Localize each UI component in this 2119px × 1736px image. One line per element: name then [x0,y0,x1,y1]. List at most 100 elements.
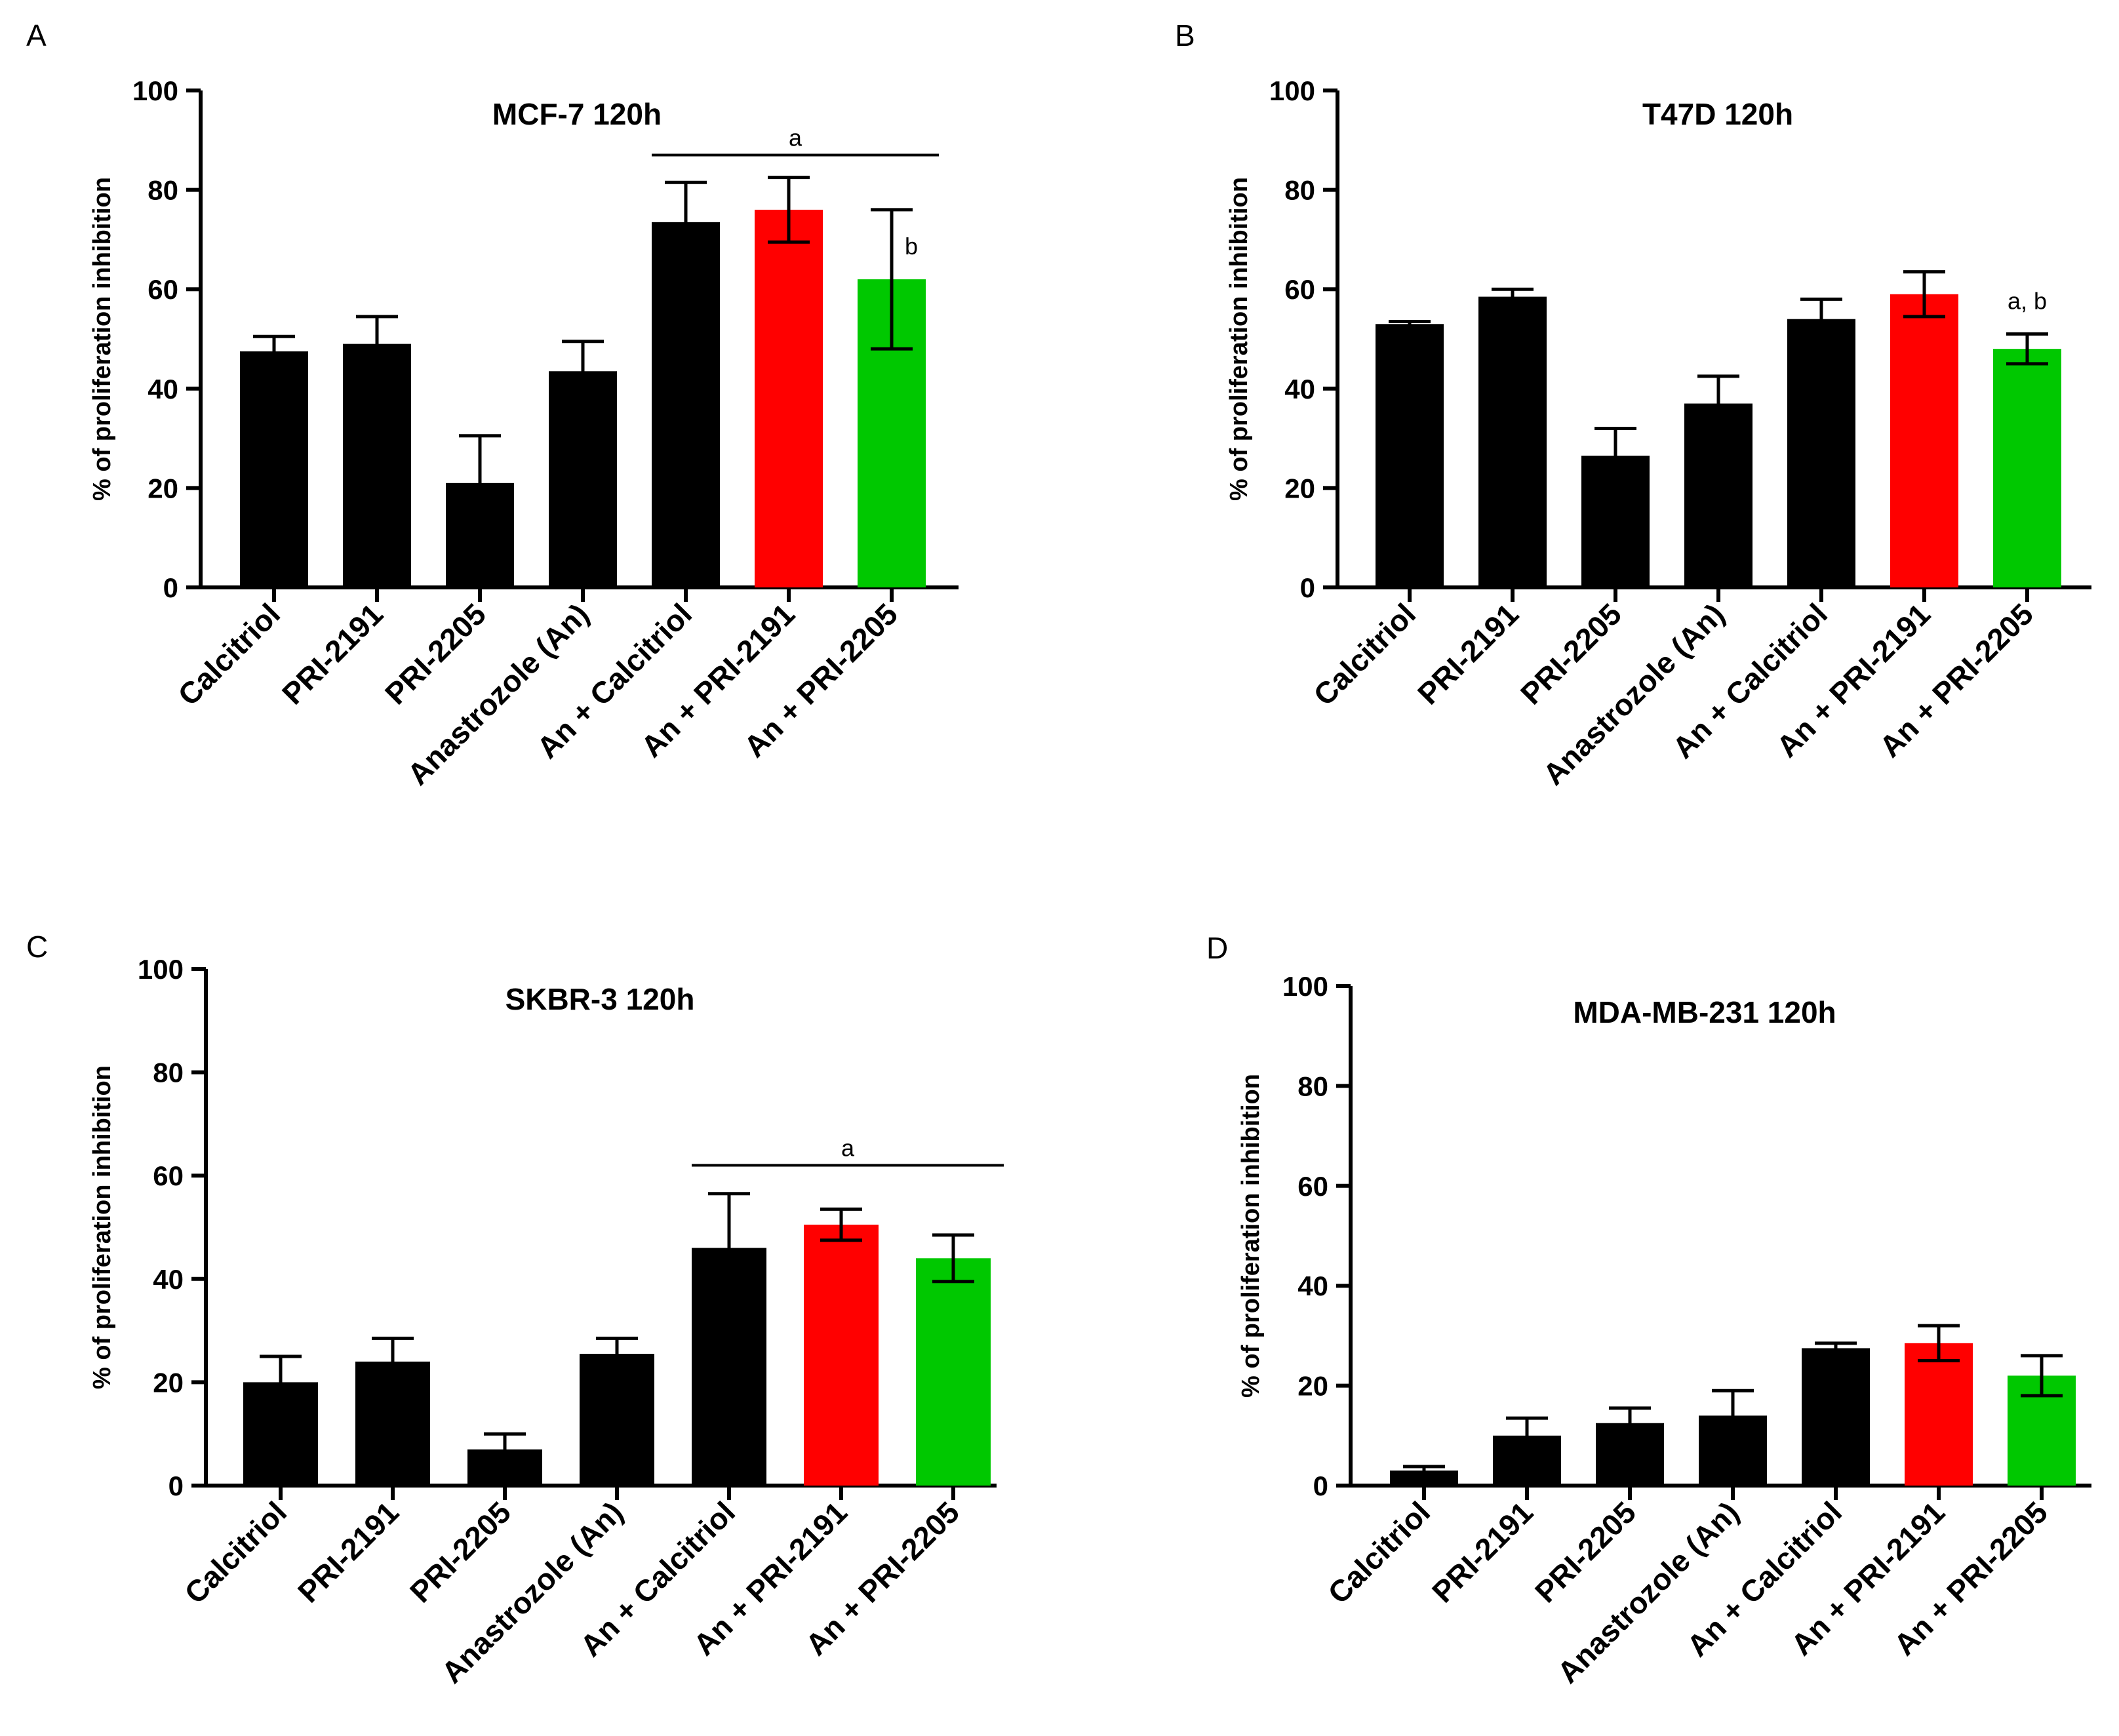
y-tick-label: 60 [153,1160,184,1191]
error-bar [1389,319,1431,328]
category-label: Calcitriol [1307,597,1422,712]
chart-title: T47D 120h [1642,97,1793,131]
y-tick-label: 80 [153,1057,184,1088]
chart-panel-d: D MDA-MB-231 120h % of proliferation inhib… [1206,931,2091,1689]
category-label: Calcitriol [1321,1495,1436,1610]
y-tick-label: 80 [148,175,178,206]
chart-title: MDA-MB-231 120h [1573,995,1836,1029]
y-tick-label: 0 [1313,1470,1328,1501]
y-tick-label: 20 [148,473,178,503]
significance-label: b [905,233,918,260]
category-label: PRI-2191 [1425,1495,1539,1609]
error-bar [1506,1416,1548,1455]
error-bar [1918,1324,1960,1362]
error-bar [1712,1389,1754,1442]
chart-title: MCF-7 120h [492,97,662,131]
category-label: Calcitriol [171,597,287,712]
y-tick-label: 60 [1297,1171,1328,1202]
error-bar [372,1336,414,1387]
y-tick-label: 80 [1297,1071,1328,1101]
error-bar [820,1207,862,1242]
panel-letter: C [26,930,48,964]
panel-letter: B [1175,18,1195,52]
error-bar [253,334,295,368]
y-tick-label: 20 [1297,1371,1328,1402]
error-bar [1403,1465,1445,1476]
y-tick-label: 20 [1284,473,1315,503]
bar [1684,403,1753,587]
error-bar [1609,1406,1651,1440]
error-bar [562,340,604,403]
y-tick-label: 100 [138,954,184,985]
error-bar [2006,332,2048,366]
error-bar [1594,426,1636,485]
bar [1905,1343,1973,1486]
category-label: PRI-2191 [291,1495,405,1609]
panel-letter: D [1206,931,1228,965]
y-tick-label: 100 [132,75,178,106]
y-tick-label: 80 [1284,175,1315,206]
y-tick-label: 100 [1269,75,1315,106]
y-tick-label: 40 [1297,1271,1328,1301]
y-tick-label: 0 [163,572,178,603]
y-tick-label: 20 [153,1367,184,1398]
significance-label: a [841,1134,855,1161]
y-tick-label: 0 [168,1470,184,1501]
category-label: Anastrozole (An) [401,597,595,791]
category-label: Anastrozole (An) [1551,1495,1745,1689]
y-axis-label: % of proliferation inhibition [1237,1074,1265,1398]
y-tick-label: 40 [148,374,178,404]
y-axis-label: % of proliferation inhibition [1225,177,1253,501]
error-bar [932,1233,974,1284]
chart-panel-c: C SKBR-3 120h % of proliferation inhibitio… [26,930,1004,1689]
error-bar [1800,297,1842,341]
bar [1376,324,1444,587]
error-bar [708,1192,750,1304]
bar [1890,294,1958,587]
error-bar [871,208,913,351]
error-bar [1815,1341,1857,1355]
error-bar [356,315,398,373]
y-tick-label: 60 [148,274,178,305]
bar [1993,349,2061,587]
y-tick-label: 40 [153,1264,184,1295]
bar [652,222,720,587]
bar [343,344,411,587]
bar [580,1354,654,1486]
error-bar [459,434,501,532]
y-tick-label: 60 [1284,274,1315,305]
category-label: PRI-2191 [1411,597,1525,711]
y-tick-label: 0 [1300,572,1315,603]
category-label: Calcitriol [178,1495,293,1610]
error-bar [596,1336,638,1371]
bar [1478,296,1547,587]
significance-label: a [789,125,802,151]
error-bar [1492,287,1534,306]
bar [804,1225,879,1486]
bar [1802,1348,1870,1486]
chart-panel-b: B T47D 120h % of proliferation inhibition 0… [1175,18,2091,791]
error-bar [1903,270,1945,319]
error-bar [2021,1354,2063,1398]
chart-title: SKBR-3 120h [505,982,695,1016]
bar [1787,319,1855,587]
chart-panel-a: A MCF-7 120h % of proliferation inhibition… [26,18,959,791]
bar [549,371,617,587]
error-bar [665,180,707,264]
y-tick-label: 100 [1282,971,1328,1002]
error-bar [484,1432,526,1467]
error-bar [768,176,810,244]
bar [916,1258,991,1486]
error-bar [1697,374,1739,433]
category-label: PRI-2205 [403,1495,517,1609]
y-axis-label: % of proliferation inhibition [89,177,116,501]
category-label: Anastrozole (An) [1536,597,1731,791]
y-axis-label: % of proliferation inhibition [89,1065,116,1389]
bar [240,351,308,587]
error-bar [260,1354,302,1410]
significance-label: a, b [2008,288,2047,315]
y-tick-label: 40 [1284,374,1315,404]
bar [755,209,823,587]
panel-letter: A [26,18,47,52]
